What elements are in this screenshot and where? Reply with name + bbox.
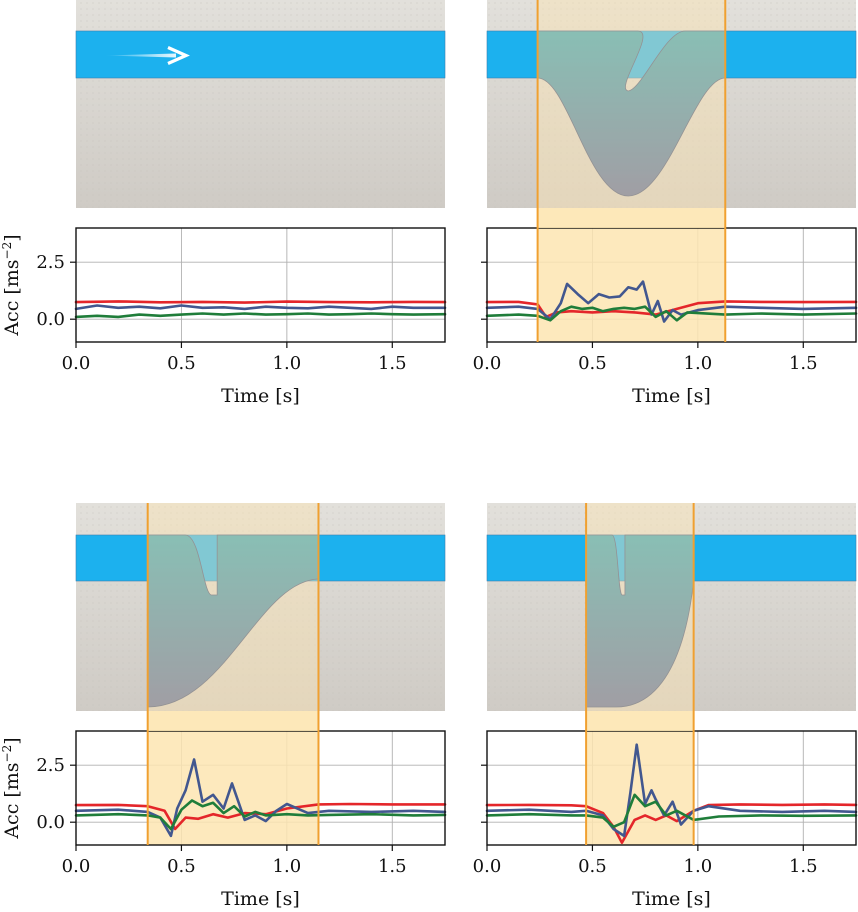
panel-bottom-right: 0.0 0.5 1.0 1.5 Time [s] — [473, 503, 858, 910]
x-axis-label: Time [s] — [632, 888, 711, 910]
x-tick-label: 0.0 — [473, 856, 502, 877]
cut-shape — [537, 30, 726, 197]
acceleration-plot: 0.0 0.5 1.0 1.5 Time [s] — [473, 730, 858, 910]
river-diagram — [75, 503, 446, 711]
series-line-red — [74, 300, 447, 304]
x-tick-label: 0.5 — [167, 856, 196, 877]
river-diagram — [486, 503, 857, 711]
x-tick-label: 1.0 — [684, 856, 713, 877]
series-line-green — [74, 312, 447, 319]
series-line-blue — [485, 280, 858, 323]
x-tick-label: 0.0 — [473, 353, 502, 374]
plot-background — [76, 228, 445, 342]
highlight-band — [586, 731, 694, 845]
series-line-red — [74, 802, 447, 831]
water-channel — [75, 30, 446, 79]
acceleration-plot: 0.0 0.5 1.0 1.5 0.0 2.5 Time [s] Acc [ms−2] — [0, 227, 447, 407]
highlight-diagram-band — [537, 0, 726, 208]
x-tick-label: 1.5 — [378, 353, 407, 374]
x-tick-label: 0.5 — [578, 856, 607, 877]
y-axis-label: Acc [ms−2] — [0, 737, 23, 839]
y-tick-label: 2.5 — [36, 252, 65, 273]
cut-shape — [147, 534, 319, 708]
x-tick-label: 0.0 — [62, 353, 91, 374]
x-tick-label: 0.0 — [62, 856, 91, 877]
panel-top-left: 0.0 0.5 1.0 1.5 0.0 2.5 Time [s] Acc [ms−2] — [0, 0, 447, 407]
highlight-diagram-band — [586, 503, 694, 711]
y-axis-label: Acc [ms−2] — [0, 234, 23, 336]
highlight-gap-band — [586, 711, 694, 731]
x-tick-label: 1.5 — [789, 856, 818, 877]
flow-trail — [104, 53, 176, 58]
acceleration-plot: 0.0 0.5 1.0 1.5 0.0 2.5 Time [s] Acc [ms−2] — [0, 730, 447, 910]
x-axis-label: Time [s] — [632, 385, 711, 407]
y-tick-label: 2.5 — [36, 755, 65, 776]
y-tick-label: 0.0 — [36, 812, 65, 833]
highlight-window — [536, 0, 727, 342]
x-tick-label: 0.5 — [578, 353, 607, 374]
x-tick-label: 1.5 — [789, 353, 818, 374]
highlight-window — [585, 503, 695, 845]
x-axis-label: Time [s] — [221, 888, 300, 910]
highlight-gap-band — [147, 711, 319, 731]
series-line-green — [485, 305, 858, 322]
series-line-green — [74, 799, 447, 831]
panel-top-right: 0.0 0.5 1.0 1.5 Time [s] — [473, 0, 858, 407]
x-tick-label: 1.0 — [273, 353, 302, 374]
series-line-blue — [74, 304, 447, 311]
x-tick-label: 0.5 — [167, 353, 196, 374]
x-tick-label: 1.5 — [378, 856, 407, 877]
flow-arrow-icon — [167, 46, 190, 65]
highlight-window — [146, 503, 320, 845]
plot-frame — [75, 227, 446, 343]
highlight-diagram-band — [147, 503, 319, 711]
river-diagram — [75, 0, 446, 208]
panel-bottom-left: 0.0 0.5 1.0 1.5 0.0 2.5 Time [s] Acc [ms−2] — [0, 503, 447, 910]
series-line-blue — [485, 743, 858, 838]
highlight-gap-band — [537, 208, 726, 228]
river-diagram — [486, 0, 857, 208]
series-line-green — [485, 793, 858, 829]
x-tick-label: 1.0 — [684, 353, 713, 374]
series-line-red — [485, 803, 858, 845]
acceleration-plot: 0.0 0.5 1.0 1.5 Time [s] — [473, 227, 858, 407]
y-tick-label: 0.0 — [36, 309, 65, 330]
x-tick-label: 1.0 — [273, 856, 302, 877]
x-axis-label: Time [s] — [221, 385, 300, 407]
